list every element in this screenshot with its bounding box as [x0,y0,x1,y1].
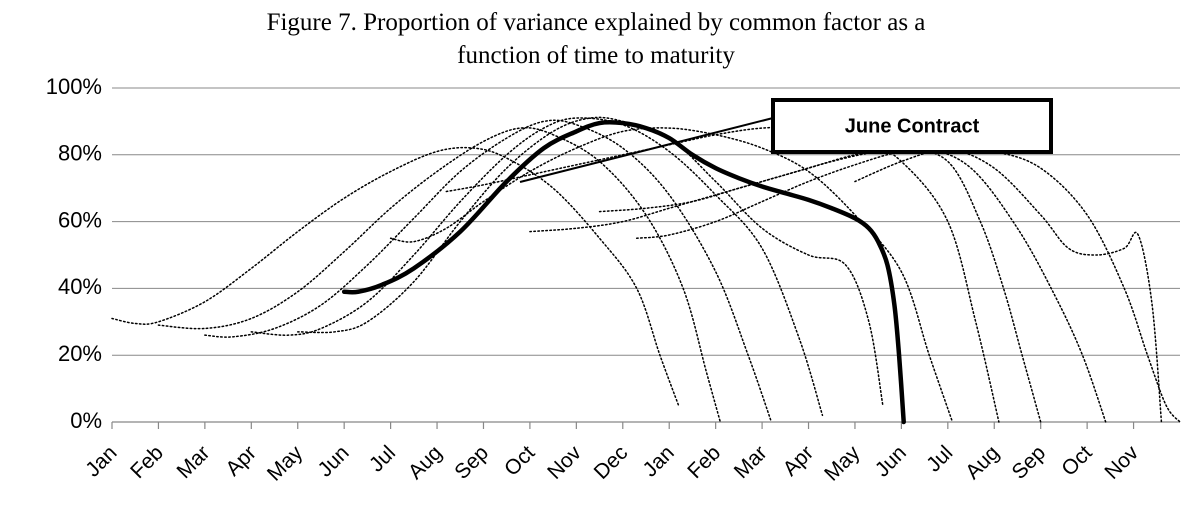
x-tick-label: Feb [683,441,725,483]
dotted-line [111,146,680,407]
dotted-line [250,117,824,417]
x-tick-label: Jan [639,441,679,481]
x-tick-label: Jul [922,441,957,476]
y-tick-label: 80% [58,141,102,166]
dotted-line [854,146,1181,423]
y-tick-label: 100% [46,74,102,99]
x-tick-label: Jan [81,441,121,481]
dotted-line [389,127,954,423]
chart-title: function of time to maturity [457,42,735,69]
y-tick-label: 40% [58,274,102,299]
x-tick-label: Oct [500,441,539,480]
dotted-line [445,126,1000,423]
dotted-line [204,119,773,423]
dotted-line [157,127,722,423]
x-tick-label: May [263,441,308,486]
x-tick-label: Apr [221,441,260,480]
dotted-line [635,146,1163,423]
x-tick-label: Jul [365,441,400,476]
x-tick-label: Jun [314,441,354,481]
x-tick-label: May [820,441,865,486]
x-tick-label: Jun [871,441,911,481]
x-tick-label: Feb [126,441,168,483]
dotted-line [296,116,884,407]
series-line [341,119,906,425]
chart-title: Figure 7. Proportion of variance explain… [267,9,926,36]
annotation-leader [519,117,774,183]
x-tick-label: Dec [590,441,633,484]
x-tick-label: Mar [730,441,772,483]
x-tick-label: Oct [1057,441,1096,480]
x-tick-label: Sep [1008,441,1051,484]
dotted-line [598,146,1107,423]
x-tick-label: Aug [961,441,1004,484]
y-tick-label: 20% [58,341,102,366]
x-tick-label: Aug [404,441,447,484]
y-tick-label: 0% [70,408,102,433]
y-tick-label: 60% [58,207,102,232]
annotation-text: June Contract [845,115,980,137]
x-tick-label: Nov [1100,441,1143,484]
x-tick-label: Nov [543,441,586,484]
x-tick-label: Sep [450,441,493,484]
x-tick-label: Mar [173,441,215,483]
dotted-line [529,147,1042,423]
x-tick-label: Apr [779,441,818,480]
annotation-box [771,98,1053,154]
